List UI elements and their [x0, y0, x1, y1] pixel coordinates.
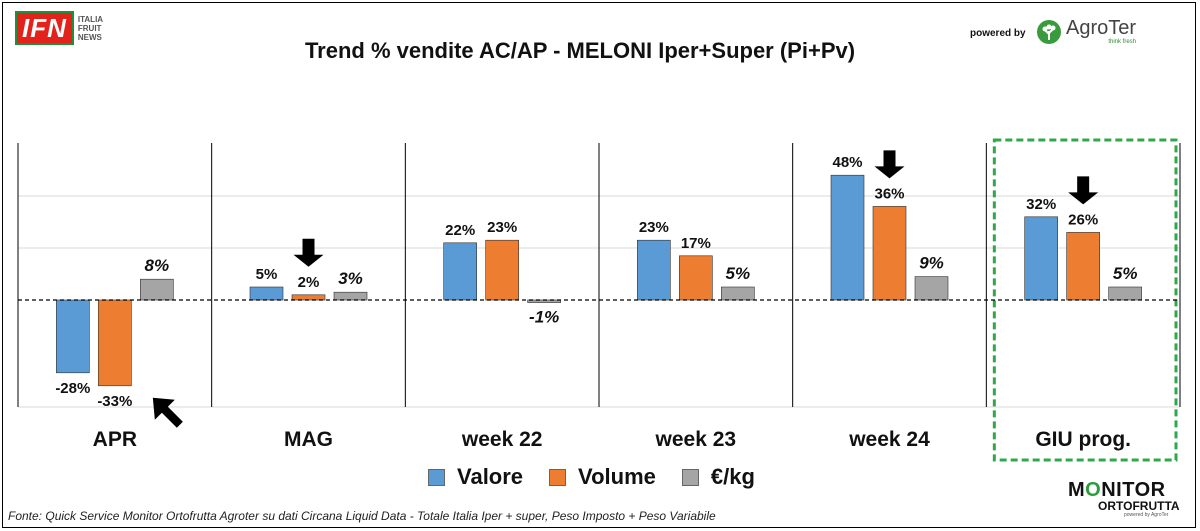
category-label-giu-prog: GIU prog. [1035, 428, 1131, 451]
tree-icon [1037, 19, 1061, 44]
bar-valore-giu-prog [1024, 216, 1058, 301]
category-label-apr: APR [93, 428, 137, 451]
ifn-logo: IFN ITALIA FRUIT NEWS [15, 11, 103, 45]
data-label-valore-week-24: 48% [832, 154, 862, 171]
bar-kg-week-24 [914, 276, 949, 301]
ifn-logo-subtitle: ITALIA FRUIT NEWS [77, 14, 104, 42]
category-label-mag: MAG [284, 428, 333, 451]
category-label-week-24: week 24 [848, 428, 930, 451]
data-label-kg-week-22: -1% [529, 308, 559, 327]
data-label-kg-week-24: 9% [919, 254, 944, 273]
bar-volume-week-22 [485, 239, 519, 301]
bar-kg-apr [140, 278, 174, 301]
bar-volume-giu-prog [1066, 232, 1100, 301]
data-label-volume-week-22: 23% [487, 219, 517, 236]
bar-kg-giu-prog [1108, 286, 1142, 301]
legend: Valore Volume €/kg [428, 464, 781, 490]
data-label-kg-mag: 3% [338, 269, 363, 288]
powered-by-label: powered by [970, 28, 1026, 39]
data-label-valore-apr: -28% [55, 380, 90, 397]
bar-kg-mag [333, 291, 368, 301]
ifn-logo-mark: IFN [15, 11, 74, 45]
data-label-valore-mag: 5% [256, 266, 278, 283]
data-label-valore-week-23: 23% [639, 219, 669, 236]
legend-label-volume: Volume [578, 464, 656, 489]
monitor-ortofrutta-logo: MONITOR ORTOFRUTTA powered by AgroTer [1068, 479, 1180, 518]
legend-swatch-volume [549, 468, 567, 486]
arrow-icon-apr [152, 397, 183, 428]
legend-label-prezzo: €/kg [710, 464, 755, 489]
agroter-tagline: think fresh [1108, 39, 1137, 45]
legend-label-valore: Valore [457, 464, 524, 489]
data-label-volume-week-24: 36% [874, 185, 904, 202]
chart-title: Trend % vendite AC/AP - MELONI Iper+Supe… [304, 38, 856, 63]
data-label-volume-week-23: 17% [681, 235, 711, 252]
bar-volume-apr [98, 299, 132, 387]
bar-valore-week-22 [443, 242, 477, 301]
bar-valore-week-23 [637, 239, 671, 301]
legend-item-valore: Valore [428, 464, 523, 490]
data-label-kg-giu-prog: 5% [1113, 264, 1138, 283]
category-label-week-22: week 22 [461, 428, 543, 451]
source-footnote: Fonte: Quick Service Monitor Ortofrutta … [8, 509, 716, 523]
arrow-icon-mag [293, 238, 324, 267]
data-label-kg-week-23: 5% [726, 264, 751, 283]
bar-volume-week-23 [679, 255, 713, 301]
agroter-name: AgroTer [1066, 17, 1137, 39]
bar-volume-week-24 [872, 206, 907, 301]
data-label-volume-giu-prog: 26% [1068, 211, 1098, 228]
bar-valore-week-24 [830, 174, 865, 301]
data-label-kg-apr: 8% [145, 256, 170, 275]
legend-item-prezzo: €/kg [681, 464, 755, 490]
arrow-icon-week-24 [874, 150, 905, 179]
arrow-icon-giu-prog [1068, 176, 1099, 205]
legend-swatch-prezzo [681, 468, 699, 486]
agroter-logo: AgroTer think fresh [1036, 18, 1136, 45]
data-label-volume-mag: 2% [298, 274, 320, 291]
bar-valore-apr [56, 299, 90, 374]
data-label-valore-giu-prog: 32% [1026, 196, 1056, 213]
bar-kg-week-23 [721, 286, 755, 301]
bar-chart: -28% -33% 8% APR 5% 2% 3% MAG 22% 23% -1% week 22 23… [17, 138, 1181, 462]
data-label-valore-week-22: 22% [445, 222, 475, 239]
data-label-volume-apr: -33% [97, 393, 132, 410]
category-label-week-23: week 23 [655, 428, 737, 451]
bar-volume-mag [291, 294, 326, 301]
legend-swatch-valore [428, 468, 445, 486]
bar-valore-mag [249, 286, 284, 301]
legend-item-volume: Volume [549, 464, 656, 490]
